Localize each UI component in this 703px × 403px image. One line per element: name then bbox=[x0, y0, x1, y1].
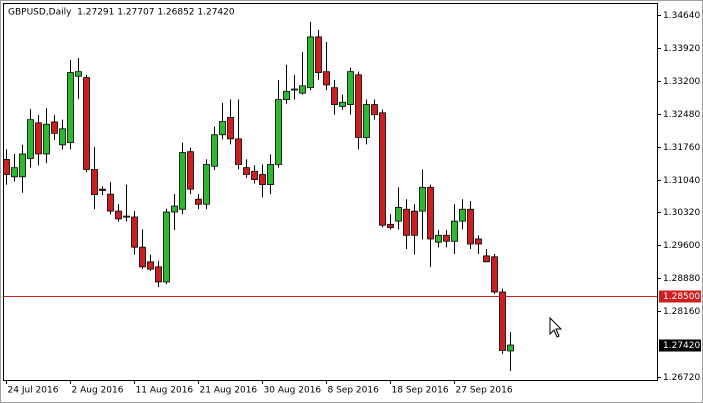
candle-body bbox=[243, 167, 250, 175]
candle-body bbox=[379, 112, 386, 226]
candle-body bbox=[123, 215, 130, 218]
y-tick-label: 1.26720 bbox=[663, 373, 700, 383]
candle-body bbox=[155, 266, 162, 283]
chart-title: GBPUSD,Daily 1.27291 1.27707 1.26852 1.2… bbox=[8, 8, 235, 18]
candle-body bbox=[59, 128, 66, 146]
y-tick-label: 1.33200 bbox=[663, 77, 700, 87]
candle-body bbox=[491, 256, 498, 293]
price-line-label-bg bbox=[659, 290, 701, 303]
candle-body bbox=[203, 164, 210, 205]
y-tick-label: 1.31760 bbox=[663, 143, 700, 153]
candle-body bbox=[371, 104, 378, 116]
candle-body bbox=[91, 169, 98, 196]
candle-body bbox=[179, 152, 186, 210]
candle-body bbox=[235, 138, 242, 165]
candle-body bbox=[83, 77, 90, 170]
candle-body bbox=[403, 208, 410, 236]
candle-body bbox=[323, 71, 330, 86]
candle-body bbox=[267, 164, 274, 185]
y-tick-label: 1.29600 bbox=[663, 241, 700, 251]
candle-body bbox=[259, 174, 266, 185]
candle-body bbox=[27, 119, 34, 159]
candle-body bbox=[483, 255, 490, 263]
candle-body bbox=[43, 123, 50, 155]
y-tick-label: 1.32480 bbox=[663, 110, 700, 120]
candle-body bbox=[427, 186, 434, 240]
candle-body bbox=[443, 234, 450, 242]
y-tick-label: 1.28160 bbox=[663, 307, 700, 317]
candle-body bbox=[307, 36, 314, 89]
x-tick-label: 24 Jul 2016 bbox=[8, 386, 59, 396]
candle-body bbox=[411, 210, 418, 236]
candle-body bbox=[355, 74, 362, 138]
x-tick-label: 21 Aug 2016 bbox=[200, 386, 258, 396]
candle-body bbox=[395, 207, 402, 222]
candle-body bbox=[363, 104, 370, 138]
candle-body bbox=[11, 167, 18, 178]
candle-body bbox=[163, 211, 170, 283]
candle-body bbox=[275, 99, 282, 165]
x-tick-label: 2 Aug 2016 bbox=[72, 386, 124, 396]
last-price-label: 1.27420 bbox=[663, 341, 700, 351]
candle-body bbox=[3, 159, 10, 175]
plot-area bbox=[3, 3, 658, 381]
y-tick-label: 1.30320 bbox=[663, 208, 700, 218]
candle-body bbox=[283, 90, 290, 100]
candle-body bbox=[331, 87, 338, 105]
candle-body bbox=[507, 344, 514, 352]
last-price-label-bg bbox=[659, 339, 701, 352]
candle-body bbox=[299, 85, 306, 94]
candle-body bbox=[195, 198, 202, 205]
candle-body bbox=[115, 210, 122, 220]
price-line-label: 1.28500 bbox=[663, 292, 700, 302]
x-tick-label: 18 Sep 2016 bbox=[392, 386, 449, 396]
y-tick-label: 1.31040 bbox=[663, 176, 700, 186]
candle-body bbox=[131, 216, 138, 248]
candle-body bbox=[51, 121, 58, 134]
candle-body bbox=[187, 151, 194, 190]
y-tick-label: 1.28880 bbox=[663, 274, 700, 284]
candle-body bbox=[75, 71, 82, 77]
candle-body bbox=[19, 153, 26, 178]
candle-body bbox=[451, 220, 458, 242]
candle-body bbox=[475, 238, 482, 245]
candle-body bbox=[467, 208, 474, 245]
candle-body bbox=[139, 246, 146, 268]
y-tick-label: 1.34640 bbox=[663, 11, 700, 21]
title-bg bbox=[6, 6, 14, 14]
x-tick-label: 30 Aug 2016 bbox=[264, 386, 322, 396]
candle-body bbox=[435, 234, 442, 243]
candle-body bbox=[227, 116, 234, 140]
candle-body bbox=[107, 193, 114, 212]
x-tick-label: 11 Aug 2016 bbox=[136, 386, 194, 396]
candle-body bbox=[251, 170, 258, 180]
candle-body bbox=[347, 71, 354, 105]
candle-body bbox=[171, 205, 178, 213]
candle-body bbox=[219, 121, 226, 136]
candle-body bbox=[211, 134, 218, 167]
candle-body bbox=[67, 72, 74, 143]
candle-body bbox=[459, 208, 466, 222]
candle-body bbox=[35, 122, 42, 155]
candle-body bbox=[499, 291, 506, 351]
candle-body bbox=[99, 188, 106, 191]
x-tick-label: 27 Sep 2016 bbox=[456, 386, 513, 396]
x-tick-label: 8 Sep 2016 bbox=[328, 386, 380, 396]
candle-body bbox=[419, 186, 426, 212]
candle-body bbox=[147, 261, 154, 270]
mouse-cursor bbox=[549, 316, 563, 338]
y-tick-label: 1.33920 bbox=[663, 44, 700, 54]
candle-body bbox=[387, 223, 394, 228]
candle-body bbox=[315, 36, 322, 73]
candle-body bbox=[339, 101, 346, 107]
candle-body bbox=[291, 88, 298, 91]
